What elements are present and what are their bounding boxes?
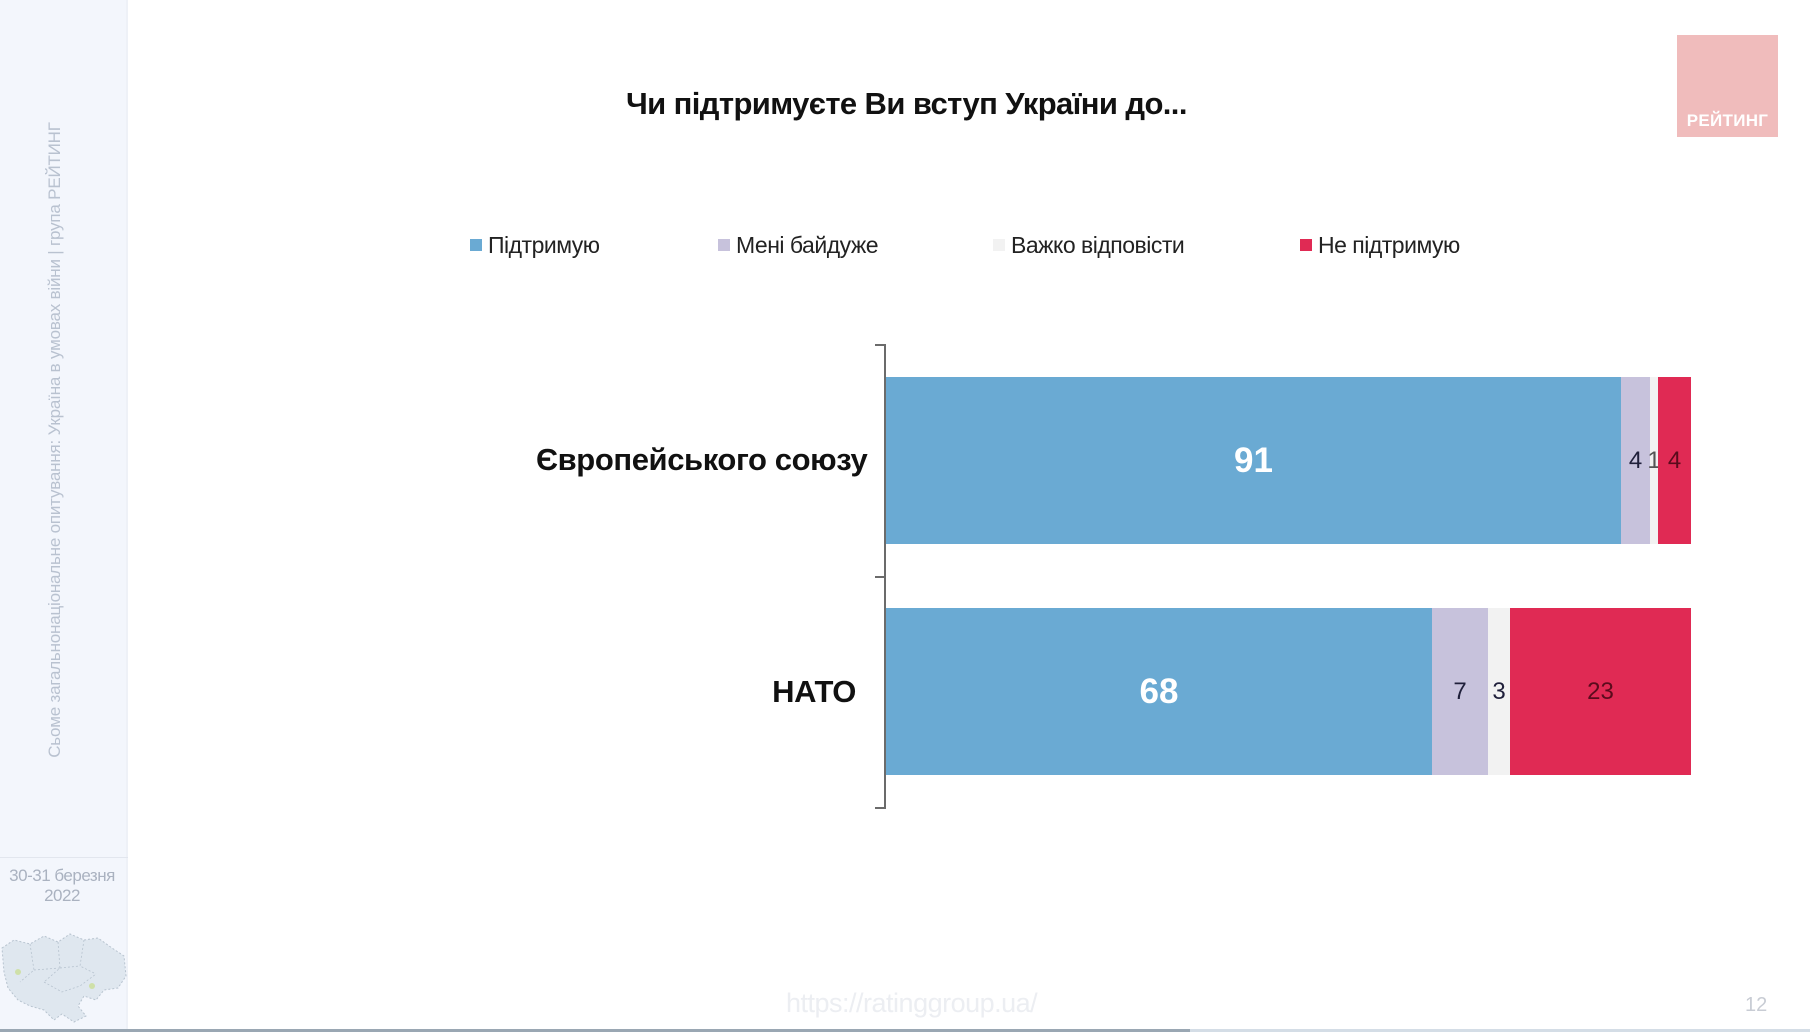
- logo-text: РЕЙТИНГ: [1686, 111, 1769, 130]
- legend-item-not-support: Не підтримую: [1300, 231, 1460, 259]
- bar-segment-not-support: 4: [1658, 377, 1691, 544]
- legend-item-indifferent: Мені байдуже: [718, 231, 879, 259]
- video-progress-bar[interactable]: [0, 1029, 1810, 1032]
- value-label: 68: [1139, 671, 1179, 711]
- legend-label: Підтримую: [488, 231, 600, 258]
- value-label: 23: [1587, 677, 1614, 705]
- axis-tick: [875, 576, 885, 578]
- legend-item-hard-to-say: Важко відповісти: [993, 231, 1185, 259]
- chart-title: Чи підтримуєте Ви вступ України до...: [626, 86, 1187, 121]
- page-number: 12: [1745, 994, 1768, 1016]
- legend-item-support: Підтримую: [470, 231, 600, 259]
- axis-tick: [875, 344, 885, 346]
- value-label: 4: [1667, 446, 1682, 474]
- rating-logo: РЕЙТИНГ: [1677, 35, 1778, 137]
- legend-swatch-support: [470, 239, 482, 251]
- value-label: 7: [1453, 677, 1467, 705]
- bar-nato: 68 7 3 23: [886, 608, 1691, 775]
- survey-date: 30-31 березня 2022: [0, 866, 124, 906]
- bar-segment-indifferent: 4: [1621, 377, 1650, 544]
- category-label-nato: НАТО: [772, 674, 856, 709]
- value-label: 1: [1647, 446, 1661, 474]
- bar-segment-hard-to-say: 3: [1488, 608, 1510, 775]
- sidebar-divider: [0, 857, 128, 858]
- legend-swatch-indifferent: [718, 239, 730, 251]
- category-axis: [884, 344, 886, 809]
- video-progress-filled: [0, 1029, 1190, 1032]
- bar-segment-hard-to-say: 1: [1647, 377, 1661, 544]
- category-label-eu: Європейського союзу: [536, 442, 868, 477]
- bar-segment-not-support: 23: [1510, 608, 1691, 775]
- sidebar: Сьоме загальнонаціональне опитування: Ук…: [0, 0, 128, 1029]
- footer-url-link[interactable]: https://ratinggroup.ua/: [786, 988, 1038, 1018]
- legend-swatch-not-support: [1300, 239, 1312, 251]
- legend-label: Не підтримую: [1318, 231, 1460, 258]
- survey-caption: Сьоме загальнонаціональне опитування: Ук…: [45, 122, 64, 758]
- value-label: 3: [1492, 677, 1506, 705]
- survey-date-days: 30-31 березня: [9, 866, 115, 885]
- bar-segment-support: 91: [886, 377, 1621, 544]
- bar-eu: 91 4 1 4: [886, 377, 1691, 544]
- survey-date-year: 2022: [44, 886, 80, 905]
- ukraine-map-icon: [1, 933, 127, 1023]
- bar-segment-indifferent: 7: [1432, 608, 1488, 775]
- bar-segment-support: 68: [886, 608, 1432, 775]
- legend-swatch-hard-to-say: [993, 239, 1005, 251]
- value-label: 91: [1234, 440, 1273, 480]
- legend-label: Мені байдуже: [736, 231, 879, 258]
- axis-tick: [875, 807, 885, 809]
- value-label: 4: [1628, 446, 1643, 474]
- legend-label: Важко відповісти: [1011, 231, 1185, 258]
